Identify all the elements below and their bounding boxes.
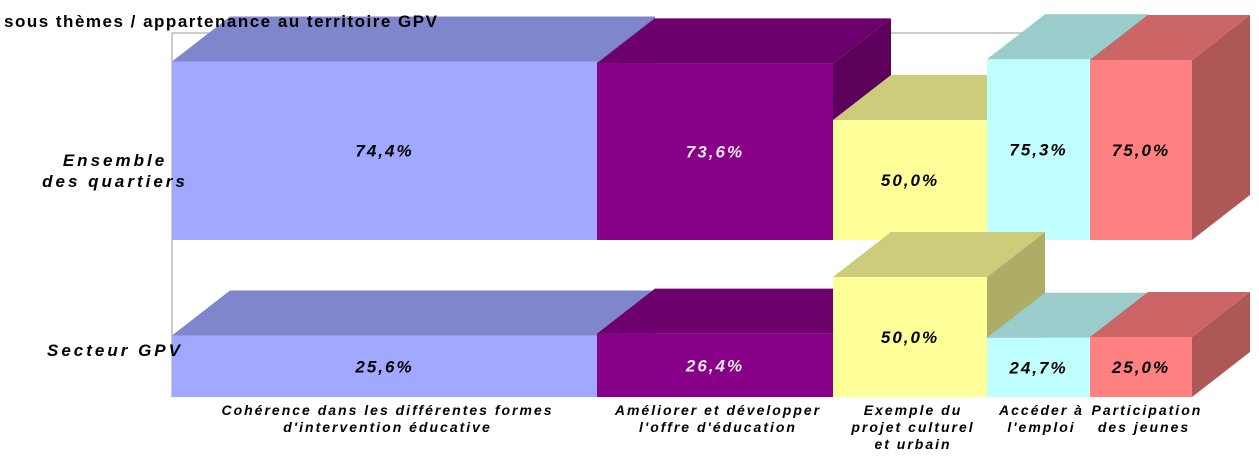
category-label: Améliorer et développer l'offre d'éducat… [614, 402, 822, 435]
bar-top [597, 18, 891, 64]
chart-title: sous thèmes / appartenance au territoire… [4, 12, 439, 31]
category-label: Participation des jeunes [1091, 402, 1203, 435]
category-label: Cohérence dans les différentes formes d'… [221, 402, 554, 435]
bar-top [987, 292, 1148, 338]
bar [172, 335, 597, 397]
value-label: 50,0% [881, 328, 939, 347]
value-label: 75,3% [1009, 141, 1067, 160]
bar-top [172, 290, 655, 336]
value-label: 50,0% [881, 171, 939, 190]
row-label: Secteur GPV [47, 341, 183, 360]
value-label: 24,7% [1008, 358, 1067, 377]
bar [833, 277, 987, 397]
row-label: Ensemble des quartiers [42, 151, 188, 191]
value-label: 74,4% [355, 142, 413, 161]
bar [987, 59, 1090, 240]
value-label: 75,0% [1112, 141, 1170, 160]
bar-side [1192, 292, 1250, 397]
bar [1090, 337, 1192, 397]
bar [597, 333, 833, 397]
bar [172, 61, 597, 240]
bar-side [1192, 15, 1250, 240]
value-label: 73,6% [686, 143, 744, 162]
bar-top [1090, 15, 1250, 60]
bar [833, 120, 987, 240]
bar-top [987, 14, 1148, 60]
bar [1090, 60, 1192, 240]
bar-top [833, 232, 1045, 277]
bar-top [1090, 292, 1250, 337]
value-label: 25,0% [1111, 358, 1170, 377]
value-label: 25,6% [354, 357, 413, 376]
category-label: Accéder à l'emploi [999, 402, 1084, 435]
bar [597, 63, 833, 240]
value-label: 26,4% [685, 356, 744, 375]
bar-top [597, 288, 891, 334]
category-label: Exemple du projet culturel et urbain [851, 402, 975, 452]
bar-top [172, 16, 655, 62]
bar [987, 337, 1090, 397]
